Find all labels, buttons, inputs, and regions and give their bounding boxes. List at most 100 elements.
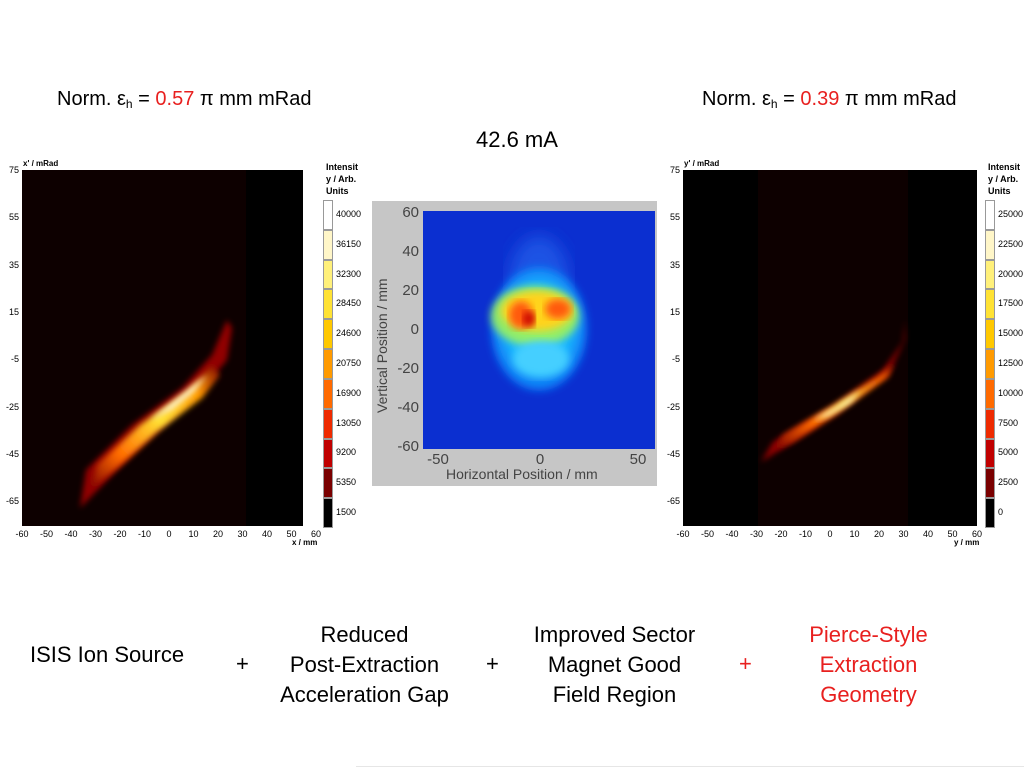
left-emittance-plot: x' / mRad 75 55 35 15 -5 -25 -45 -65 -60 -50 -40-… xyxy=(0,155,370,550)
colorbar-label: 13050 xyxy=(336,417,362,428)
plus-sign-2: + xyxy=(486,651,499,676)
colorbar-label: 17500 xyxy=(998,298,1024,309)
left-emittance-label: Norm. εh = 0.57 π mm mRad xyxy=(57,88,312,111)
sector-magnet-label: Improved Sector Magnet Good Field Region xyxy=(533,622,696,707)
colorbar-label: 28450 xyxy=(336,298,362,309)
colorbar-label: 25000 xyxy=(998,208,1024,219)
colorbar-label: 9200 xyxy=(336,447,357,458)
left_plot-x-tick: -30 xyxy=(88,529,103,539)
colorbar-swatch xyxy=(985,349,995,379)
left_plot-y-tick: 55 xyxy=(8,212,19,223)
colorbar-swatch xyxy=(323,229,333,260)
right_plot-x-tick: -50 xyxy=(700,529,715,539)
colorbar-label: 5350 xyxy=(336,477,357,488)
right-heatmap xyxy=(683,170,977,526)
colorbar-label: 32300 xyxy=(336,268,362,279)
plus-sign-3: + xyxy=(739,651,752,676)
right_plot-x-tick: 40 xyxy=(922,529,934,539)
right-colorbar: 25000 22500 20000 17500 15000 12500 10000 7500 5… xyxy=(985,200,1024,528)
colorbar-label: 2500 xyxy=(998,477,1019,488)
beam-profile-image xyxy=(423,211,655,449)
colorbar-label: 16900 xyxy=(336,387,362,398)
left_plot-y-tick: 75 xyxy=(8,165,19,175)
left-x-axis-label: x / mm xyxy=(292,538,318,547)
right_plot-y-tick: 35 xyxy=(669,259,680,270)
left-emittance-value: 0.57 xyxy=(155,88,195,110)
ion-source-label: ISIS Ion Source xyxy=(30,642,185,667)
right_plot-x-tick: -30 xyxy=(749,529,764,539)
left-y-axis-label: x' / mRad xyxy=(23,159,59,168)
colorbar-label: 1500 xyxy=(336,507,357,518)
left_plot-x-tick: 60 xyxy=(310,529,322,539)
colorbar-swatch xyxy=(985,319,995,350)
center-y-tick: -40 xyxy=(397,399,419,416)
colorbar-swatch xyxy=(323,408,333,439)
colorbar-swatch xyxy=(323,289,333,320)
bottom-divider xyxy=(356,766,1024,767)
colorbar-label: 22500 xyxy=(998,238,1024,249)
right_plot-y-tick: -5 xyxy=(671,354,680,365)
left_plot-x-tick: -20 xyxy=(113,529,127,539)
right_plot-y-tick: 15 xyxy=(669,306,680,317)
left_plot-x-tick: 10 xyxy=(188,529,199,539)
colorbar-swatch xyxy=(985,438,995,469)
left_plot-x-tick: -60 xyxy=(15,529,29,539)
left_plot-x-tick: -10 xyxy=(137,529,152,539)
right_plot-x-tick: 0 xyxy=(827,529,833,539)
left-colorbar: 40000 36150 32300 28450 24600 20750 16900 13050… xyxy=(323,200,368,528)
center-y-tick: 60 xyxy=(402,204,419,221)
center-y-tick: 40 xyxy=(402,243,419,260)
colorbar-swatch xyxy=(985,200,995,230)
right-emittance-label: Norm. εh = 0.39 π mm mRad xyxy=(702,88,957,111)
left_plot-x-tick: 30 xyxy=(237,529,248,539)
left_plot-y-tick: -25 xyxy=(5,401,19,412)
colorbar-swatch xyxy=(323,378,333,409)
left_plot-x-tick: 50 xyxy=(286,529,297,539)
center-y-tick: -20 xyxy=(397,360,419,377)
left_plot-x-tick: -40 xyxy=(64,529,78,539)
colorbar-label: 10000 xyxy=(998,387,1024,398)
right_plot-x-tick: 20 xyxy=(873,529,885,539)
left-heatmap xyxy=(22,170,246,526)
right_plot-x-tick: 10 xyxy=(849,529,860,539)
right_plot-y-tick: 55 xyxy=(669,212,680,223)
right-emittance-value: 0.39 xyxy=(800,88,840,110)
colorbar-swatch xyxy=(985,259,995,290)
colorbar-swatch xyxy=(323,468,333,499)
colorbar-swatch xyxy=(323,349,333,379)
colorbar-swatch xyxy=(323,259,333,290)
colorbar-swatch xyxy=(323,438,333,469)
right_plot-y-tick: -45 xyxy=(666,448,680,459)
colorbar-swatch xyxy=(323,200,333,230)
right-colorbar-title: Intensit y / Arb. Units xyxy=(988,162,1021,196)
right_plot-x-tick: 30 xyxy=(898,529,909,539)
center-y-axis-label: Vertical Position / mm xyxy=(374,278,390,413)
colorbar-label: 5000 xyxy=(998,447,1019,458)
colorbar-label: 36150 xyxy=(336,238,362,249)
right_plot-x-tick: 50 xyxy=(947,529,958,539)
beam-profile-plot: 60 40 20 0 -20 -40 -60 -50 0 50 Horizontal Posit… xyxy=(372,201,657,486)
pierce-extraction-label: Pierce-Style Extraction Geometry xyxy=(809,622,928,707)
right_plot-x-tick: -10 xyxy=(798,529,813,539)
left_plot-y-tick: 15 xyxy=(8,306,19,317)
colorbar-swatch xyxy=(985,498,995,528)
left_plot-x-tick: 0 xyxy=(166,529,172,539)
center-x-tick: -50 xyxy=(427,451,449,468)
colorbar-label: 40000 xyxy=(336,208,362,219)
colorbar-label: 7500 xyxy=(998,417,1019,428)
right_plot-y-tick: -65 xyxy=(666,496,680,507)
acceleration-gap-label: Reduced Post-Extraction Acceleration Gap xyxy=(280,622,449,707)
colorbar-swatch xyxy=(985,468,995,499)
center-y-tick: 0 xyxy=(410,321,419,338)
left-colorbar-title: Intensit y / Arb. Units xyxy=(326,162,359,196)
colorbar-label: 24600 xyxy=(336,328,362,339)
colorbar-label: 12500 xyxy=(998,358,1024,368)
right_plot-y-tick: 75 xyxy=(669,165,680,175)
colorbar-swatch xyxy=(985,408,995,439)
center-x-axis-label: Horizontal Position / mm xyxy=(446,466,598,482)
plus-sign-1: + xyxy=(236,651,249,676)
left-heatmap-edge xyxy=(246,170,303,526)
center-x-tick: 0 xyxy=(535,451,545,468)
left_plot-x-tick: -50 xyxy=(39,529,54,539)
colorbar-label: 0 xyxy=(998,507,1004,518)
